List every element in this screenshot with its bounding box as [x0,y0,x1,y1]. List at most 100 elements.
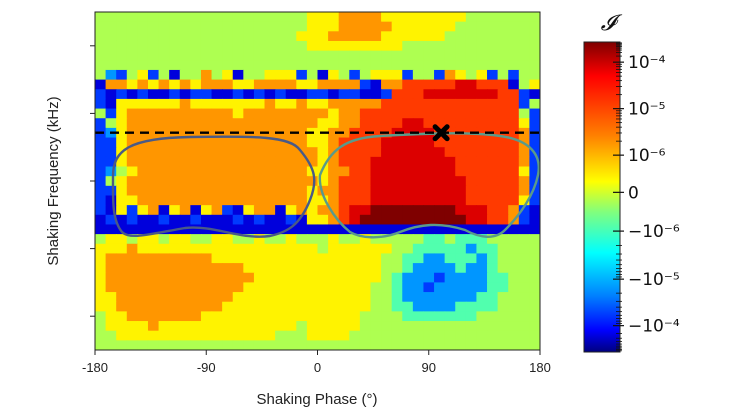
heatmap-cell [275,98,287,110]
heatmap-cell [232,89,244,100]
heatmap-cell [317,301,329,312]
heatmap-cell [359,60,372,71]
heatmap-cell [423,282,435,293]
heatmap-cell [200,118,213,129]
heatmap-cell [508,263,520,274]
heatmap-cell [126,292,138,303]
heatmap-cell [412,31,425,42]
heatmap-cell [200,301,213,312]
heatmap-cell [423,263,435,274]
heatmap-cell [518,147,531,158]
heatmap-cell [158,79,170,90]
heatmap-cell [296,60,308,71]
heatmap-cell [497,21,509,32]
heatmap-cell [306,98,319,110]
heatmap-cell [116,321,128,332]
heatmap-cell [497,166,509,177]
heatmap-cell [179,282,191,293]
heatmap-cell [349,330,361,341]
heatmap-cell [169,50,181,61]
heatmap-cell [529,272,540,283]
heatmap-cell [253,253,266,264]
heatmap-cell [370,50,382,61]
heatmap-cell [317,98,329,110]
heatmap-cell [179,69,191,81]
heatmap-cell [381,292,393,303]
heatmap-cell [391,147,403,158]
heatmap-cell [275,243,287,255]
heatmap-cell [137,166,149,177]
heatmap-cell [529,31,540,42]
heatmap-cell [137,340,149,350]
heatmap-cell [137,224,149,235]
heatmap-cell [243,330,255,341]
heatmap-cell [412,69,425,81]
heatmap-cell [465,156,478,168]
heatmap-cell [402,12,414,23]
heatmap-cell [423,156,435,168]
heatmap-cell [328,89,340,100]
heatmap-cell [116,282,128,293]
heatmap-cell [306,118,319,129]
heatmap-cell [349,147,361,158]
heatmap-cell [423,321,435,332]
heatmap-cell [116,12,128,23]
heatmap-cell [179,147,191,158]
heatmap-cell [116,89,128,100]
heatmap-cell [232,243,244,255]
heatmap-cell [391,195,403,206]
heatmap-cell [529,137,540,148]
heatmap-cell [95,214,107,226]
heatmap-cell [328,330,340,341]
heatmap-cell [190,176,202,187]
heatmap-cell [338,263,350,274]
heatmap-cell [137,147,149,158]
heatmap-cell [328,282,340,293]
heatmap-cell [264,185,276,197]
heatmap-cell [487,176,499,187]
heatmap-cell [116,69,128,81]
heatmap-cell [518,40,531,52]
heatmap-cell [317,166,329,177]
heatmap-cell [169,340,181,350]
heatmap-cell [169,321,181,332]
heatmap-cell [306,292,319,303]
heatmap-cell [508,224,520,235]
heatmap-cell [222,108,234,119]
heatmap-cell [190,166,202,177]
heatmap-cell [222,243,234,255]
heatmap-cell [285,330,297,341]
heatmap-cell [179,311,191,322]
heatmap-cell [116,108,128,119]
heatmap-cell [412,292,425,303]
heatmap-cell [137,282,149,293]
heatmap-cell [370,12,382,23]
heatmap-cell [137,12,149,23]
heatmap-cell [444,234,456,245]
heatmap-cell [338,50,350,61]
heatmap-cell [147,301,160,312]
heatmap-cell [105,156,117,168]
heatmap-cell [116,137,128,148]
heatmap-cell [455,166,467,177]
heatmap-cell [169,234,181,245]
heatmap-cell [455,301,467,312]
heatmap-cell [328,12,340,23]
heatmap-cell [455,243,467,255]
heatmap-cell [423,292,435,303]
heatmap-cell [169,330,181,341]
heatmap-cell [465,224,478,235]
heatmap-cell [232,50,244,61]
heatmap-cell [211,12,223,23]
heatmap-cell [529,89,540,100]
heatmap-cell [381,185,393,197]
heatmap-cell [253,79,266,90]
heatmap-cell [222,263,234,274]
heatmap-cell [529,185,540,197]
heatmap-cell [359,195,372,206]
heatmap-cell [232,12,244,23]
heatmap-cell [455,272,467,283]
heatmap-cell [529,311,540,322]
heatmap-cell [306,50,319,61]
heatmap-cell [211,98,223,110]
